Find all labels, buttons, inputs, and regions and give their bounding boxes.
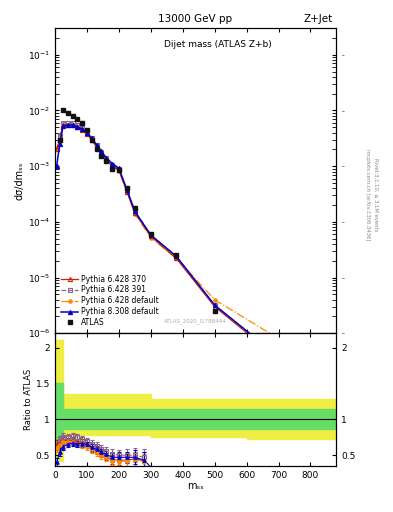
- Pythia 6.428 default: [110, 163, 115, 169]
- Pythia 6.428 370: [65, 122, 70, 128]
- Pythia 6.428 default: [65, 122, 70, 128]
- Pythia 8.308 default: [212, 302, 217, 308]
- Pythia 6.428 391: [116, 166, 121, 173]
- Pythia 8.308 default: [80, 126, 84, 132]
- Pythia 6.428 391: [61, 120, 65, 126]
- Pythia 6.428 370: [308, 402, 313, 409]
- Pythia 6.428 370: [80, 126, 84, 133]
- Pythia 6.428 370: [110, 163, 115, 169]
- Pythia 6.428 391: [174, 253, 179, 260]
- Pythia 6.428 default: [89, 137, 94, 143]
- Pythia 6.428 391: [132, 208, 137, 215]
- Line: Pythia 6.428 391: Pythia 6.428 391: [55, 121, 312, 406]
- Line: Pythia 8.308 default: Pythia 8.308 default: [55, 123, 312, 408]
- Pythia 6.428 default: [70, 122, 75, 128]
- Pythia 6.428 370: [276, 356, 281, 362]
- Pythia 8.308 default: [70, 122, 75, 128]
- Pythia 6.428 391: [94, 142, 99, 148]
- Y-axis label: Ratio to ATLAS: Ratio to ATLAS: [24, 369, 33, 430]
- Pythia 8.308 default: [276, 354, 281, 360]
- Pythia 6.428 391: [99, 149, 104, 155]
- Pythia 6.428 370: [84, 131, 89, 137]
- Pythia 8.308 default: [125, 186, 129, 193]
- Pythia 6.428 370: [149, 233, 153, 240]
- Pythia 6.428 391: [54, 146, 59, 153]
- Pythia 6.428 default: [57, 137, 62, 143]
- Pythia 6.428 default: [54, 146, 59, 153]
- Pythia 6.428 370: [57, 137, 62, 143]
- Pythia 6.428 370: [116, 167, 121, 173]
- X-axis label: mₛₛ: mₛₛ: [187, 481, 204, 491]
- Text: Z+Jet: Z+Jet: [304, 14, 333, 24]
- Pythia 8.308 default: [75, 124, 80, 130]
- Pythia 6.428 370: [174, 255, 179, 262]
- Pythia 8.308 default: [84, 130, 89, 136]
- Pythia 6.428 391: [125, 187, 129, 193]
- Pythia 6.428 391: [89, 135, 94, 141]
- Pythia 6.428 370: [54, 146, 59, 153]
- Pythia 6.428 370: [70, 122, 75, 128]
- Pythia 6.428 370: [61, 122, 65, 128]
- Pythia 8.308 default: [110, 161, 115, 167]
- Pythia 6.428 391: [110, 162, 115, 168]
- Pythia 6.428 391: [276, 354, 281, 360]
- Text: mcplots.cern.ch [arXiv:1306.3436]: mcplots.cern.ch [arXiv:1306.3436]: [365, 149, 370, 240]
- Pythia 6.428 391: [84, 130, 89, 136]
- Y-axis label: dσ/dmₛₛ: dσ/dmₛₛ: [15, 161, 25, 200]
- Pythia 6.428 default: [132, 210, 137, 217]
- Text: Rivet 3.1.10, ≥ 3.1M events: Rivet 3.1.10, ≥ 3.1M events: [373, 158, 378, 231]
- Pythia 6.428 default: [99, 150, 104, 156]
- Pythia 6.428 391: [65, 120, 70, 126]
- Pythia 6.428 370: [89, 137, 94, 143]
- Legend: Pythia 6.428 370, Pythia 6.428 391, Pythia 6.428 default, Pythia 8.308 default, : Pythia 6.428 370, Pythia 6.428 391, Pyth…: [59, 272, 161, 329]
- Pythia 6.428 370: [94, 144, 99, 150]
- Pythia 8.308 default: [89, 135, 94, 141]
- Pythia 6.428 default: [84, 132, 89, 138]
- Pythia 6.428 391: [75, 122, 80, 128]
- Pythia 6.428 default: [80, 127, 84, 134]
- Pythia 6.428 391: [70, 120, 75, 126]
- Pythia 8.308 default: [104, 155, 108, 161]
- Pythia 6.428 default: [75, 124, 80, 130]
- Pythia 8.308 default: [308, 402, 313, 409]
- Pythia 8.308 default: [116, 165, 121, 171]
- Text: Dijet mass (ATLAS Z+b): Dijet mass (ATLAS Z+b): [164, 40, 272, 49]
- Line: Pythia 6.428 370: Pythia 6.428 370: [55, 123, 312, 408]
- Pythia 6.428 default: [125, 189, 129, 195]
- Pythia 6.428 default: [174, 255, 179, 262]
- Pythia 8.308 default: [174, 253, 179, 260]
- Pythia 6.428 default: [104, 158, 108, 164]
- Pythia 6.428 default: [308, 364, 313, 370]
- Pythia 8.308 default: [65, 122, 70, 128]
- Pythia 6.428 370: [99, 150, 104, 156]
- Pythia 6.428 default: [212, 296, 217, 303]
- Pythia 6.428 370: [125, 188, 129, 195]
- Pythia 8.308 default: [132, 208, 137, 215]
- Text: ATLAS_2020_I1788444: ATLAS_2020_I1788444: [164, 318, 227, 324]
- Pythia 6.428 370: [75, 124, 80, 130]
- Pythia 8.308 default: [61, 123, 65, 130]
- Text: 13000 GeV pp: 13000 GeV pp: [158, 14, 233, 24]
- Pythia 8.308 default: [99, 148, 104, 154]
- Pythia 6.428 default: [276, 335, 281, 342]
- Pythia 6.428 370: [212, 304, 217, 310]
- Pythia 6.428 370: [132, 210, 137, 216]
- Pythia 6.428 391: [212, 302, 217, 308]
- Pythia 6.428 391: [57, 133, 62, 139]
- Pythia 6.428 391: [149, 232, 153, 238]
- Pythia 6.428 default: [149, 234, 153, 241]
- Pythia 8.308 default: [149, 232, 153, 238]
- Pythia 8.308 default: [54, 163, 59, 169]
- Pythia 6.428 391: [80, 125, 84, 131]
- Pythia 6.428 default: [116, 167, 121, 174]
- Pythia 6.428 391: [104, 155, 108, 161]
- Line: Pythia 6.428 default: Pythia 6.428 default: [55, 123, 312, 369]
- Pythia 6.428 391: [308, 400, 313, 407]
- Pythia 8.308 default: [94, 142, 99, 148]
- Pythia 8.308 default: [57, 141, 62, 147]
- Pythia 6.428 default: [94, 144, 99, 150]
- Pythia 6.428 370: [104, 157, 108, 163]
- Pythia 6.428 default: [61, 122, 65, 128]
